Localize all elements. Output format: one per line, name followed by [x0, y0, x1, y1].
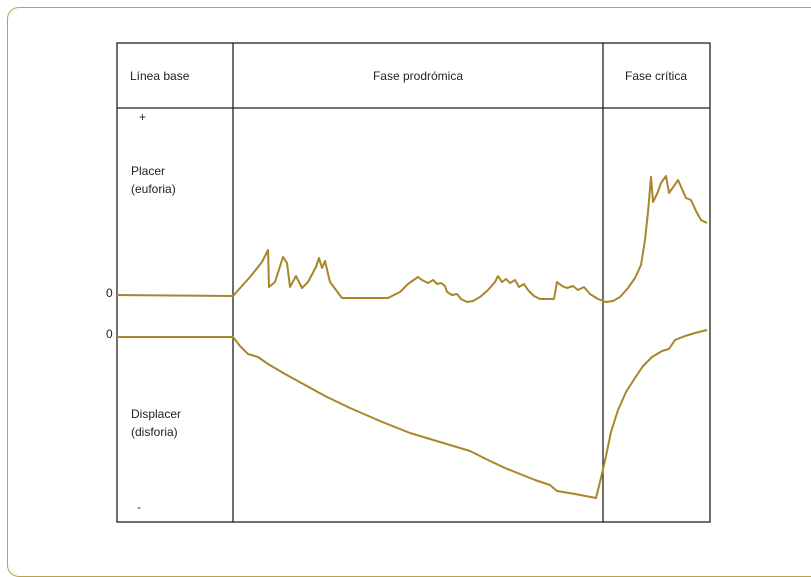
phase-prodromal-label: Fase prodrómica [373, 69, 463, 83]
pleasure-curve [116, 175, 708, 303]
plus-sign: + [139, 110, 146, 124]
phase-diagram: Línea base Fase prodrómica Fase crítica … [106, 42, 711, 523]
displeasure-label: Displacer [131, 407, 181, 421]
zero-lower-label: 0 [106, 327, 113, 341]
zero-upper-label: 0 [106, 286, 113, 300]
minus-sign: - [137, 500, 141, 514]
displeasure-curve [117, 329, 708, 499]
diagram-box [116, 42, 711, 523]
phase-baseline-label: Línea base [130, 69, 190, 83]
displeasure-sublabel: (disforia) [131, 425, 178, 439]
phase-critical-label: Fase crítica [625, 69, 687, 83]
pleasure-sublabel: (euforia) [131, 182, 176, 196]
pleasure-label: Placer [131, 164, 165, 178]
